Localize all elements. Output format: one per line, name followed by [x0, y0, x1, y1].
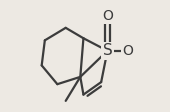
Text: O: O	[102, 9, 113, 23]
Text: O: O	[122, 44, 133, 58]
Text: S: S	[103, 43, 112, 58]
